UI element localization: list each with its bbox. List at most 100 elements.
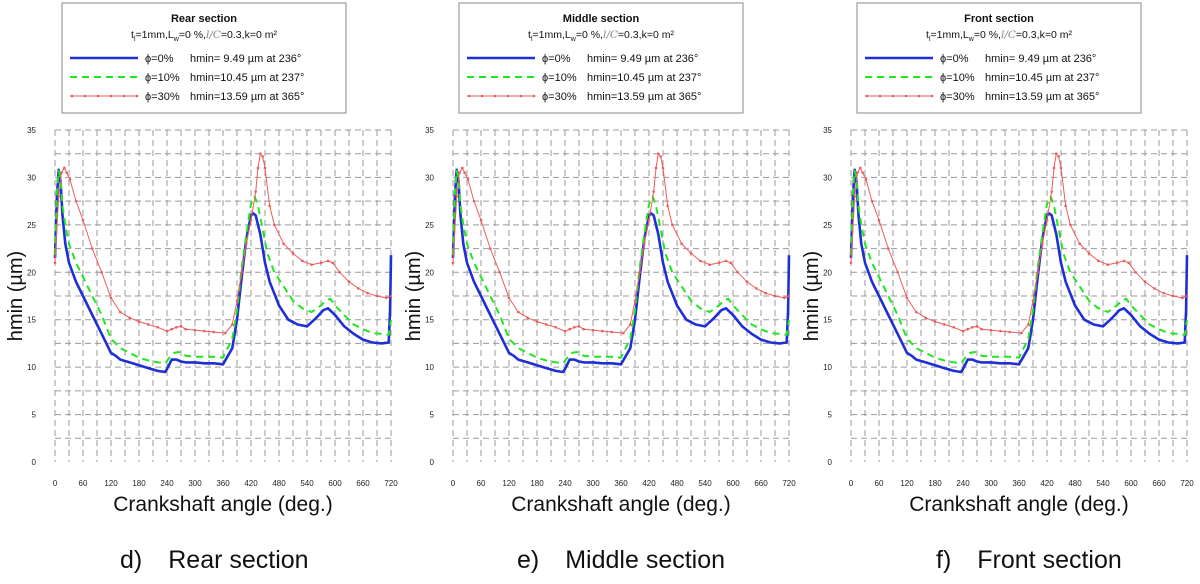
series-point (1031, 299, 1035, 303)
series-point (689, 252, 693, 255)
x-tick-label: 240 (956, 479, 970, 488)
series-point (1171, 294, 1175, 298)
series-point (254, 190, 257, 193)
series-point (1036, 270, 1039, 274)
x-tick-label: 360 (1012, 479, 1026, 488)
y-tick-label: 35 (27, 126, 36, 135)
subtitle-part: t (528, 29, 531, 41)
series-point (1127, 261, 1130, 265)
legend-title: Rear section (171, 13, 237, 25)
series-point (1057, 155, 1060, 158)
series-point (622, 331, 625, 335)
y-tick-label: 10 (27, 363, 36, 372)
x-tick-label: 540 (698, 479, 712, 488)
series-point (240, 270, 243, 274)
subtitle-part: t (131, 29, 134, 41)
series-point (263, 166, 267, 170)
subtitle-part: =0.3,k=0 m² (221, 29, 278, 41)
y-axis-label: hmin (µm) (801, 251, 823, 341)
series-point (455, 195, 459, 198)
series-point (736, 270, 739, 274)
legend-swatch-point (917, 94, 921, 98)
series-point (1041, 242, 1044, 246)
series-line-1 (452, 169, 790, 364)
caption-f: f) Front section (936, 546, 1122, 575)
subtitle-part: w (173, 36, 180, 43)
series-point (1027, 323, 1030, 326)
series-point (389, 294, 393, 298)
x-tick-label: 300 (188, 479, 202, 488)
legend-note: hmin= 9.49 µm at 236° (985, 53, 1096, 65)
series-point (877, 218, 881, 222)
x-tick-label: 180 (132, 479, 146, 488)
series-point (1055, 152, 1058, 156)
series-point (708, 263, 711, 266)
series-point (1115, 261, 1119, 265)
series-point (1153, 287, 1156, 290)
series-point (961, 329, 965, 333)
caption-e: e) Middle section (517, 546, 725, 575)
series-point (980, 327, 983, 331)
legend-title: Middle section (563, 13, 640, 25)
y-tick-label: 0 (32, 458, 37, 467)
subtitle-part: l/C (1001, 29, 1016, 41)
series-point (989, 328, 993, 332)
legend-subtitle: tl=1mm,Lw=0 %,l/C=0.3,k=0 m² (528, 29, 674, 43)
series-point (458, 171, 461, 174)
series-point (310, 263, 313, 266)
series-point (91, 247, 94, 250)
series-point (853, 195, 857, 198)
legend-swatch-point (891, 94, 895, 98)
x-tick-label: 360 (614, 479, 628, 488)
caption-text: Front section (977, 546, 1122, 574)
series-point (638, 270, 641, 274)
series-point (451, 261, 455, 265)
series-point (301, 259, 304, 263)
legend-subtitle: tl=1mm,Lw=0 %,l/C=0.3,k=0 m² (926, 29, 1072, 43)
series-point (924, 316, 927, 320)
legend-symbol: ϕ=10% (145, 72, 180, 84)
y-tick-label: 25 (823, 221, 832, 230)
caption-d: d) Rear section (120, 546, 309, 575)
series-point (861, 171, 864, 174)
legend-note: hmin=13.59 µm at 365° (985, 91, 1099, 103)
series-point (170, 327, 173, 331)
legend-swatch-point (70, 94, 74, 98)
subtitle-part: w (570, 36, 577, 43)
y-tick-label: 10 (823, 363, 832, 372)
series-point (859, 166, 862, 170)
series-point (999, 329, 1002, 333)
series-point (659, 155, 662, 158)
series-point (526, 316, 529, 320)
series-point (347, 280, 351, 284)
series-point (179, 325, 183, 328)
series-point (68, 178, 72, 181)
subtitle-part: l (929, 36, 931, 43)
caption-text: Rear section (168, 546, 309, 574)
grid (452, 129, 790, 462)
subtitle-part: =1mm,L (136, 29, 174, 41)
y-tick-label: 20 (27, 268, 36, 277)
subtitle-part: t (926, 29, 929, 41)
series-point (915, 310, 918, 314)
series-point (249, 218, 253, 222)
series-point (652, 190, 655, 193)
legend-note: hmin=10.45 µm at 237° (190, 72, 304, 84)
y-tick-label: 25 (425, 221, 434, 230)
y-tick-label: 15 (27, 316, 36, 325)
series-point (331, 261, 334, 265)
legend-symbol: ϕ=10% (542, 72, 577, 84)
series-point (554, 326, 557, 329)
y-tick-label: 30 (425, 173, 434, 182)
y-axis-label: hmin (µm) (403, 251, 425, 341)
y-tick-label: 0 (430, 458, 435, 467)
series-point (338, 270, 341, 274)
x-tick-label: 660 (1152, 479, 1166, 488)
legend-subtitle: tl=1mm,Lw=0 %,l/C=0.3,k=0 m² (131, 29, 277, 43)
legend-symbol: ϕ=0% (940, 53, 969, 65)
y-tick-label: 5 (828, 411, 833, 420)
series-point (577, 325, 581, 328)
legend-swatch-point (506, 94, 510, 98)
series-point (507, 296, 511, 300)
series-point (573, 326, 576, 329)
